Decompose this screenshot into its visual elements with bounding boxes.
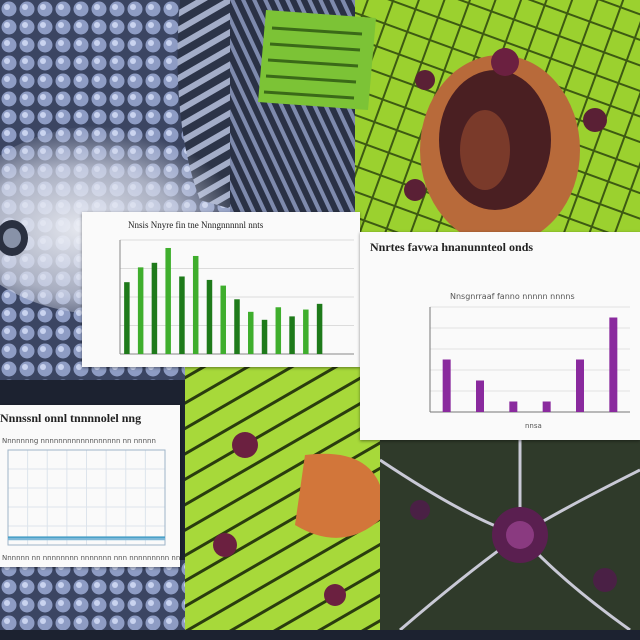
purple-bar-chart-panel: Nnrtes favwa hnanunnteol onds Nnsgnrraaf…: [360, 232, 640, 440]
bar: [179, 276, 185, 354]
purple-network-tile: [380, 440, 640, 630]
line-chart-panel: Nnnssnl onnl tnnnnolel nng Nnnnnnng nnnn…: [0, 405, 180, 567]
bar: [220, 285, 226, 354]
line-chart: [7, 449, 166, 546]
bar: [192, 255, 199, 354]
purple-chart-subtitle: Nnsgnrraaf fanno nnnnn nnnns: [450, 292, 575, 301]
bar: [137, 267, 144, 354]
green-leaf-tile-top-right: [355, 0, 640, 240]
bar: [316, 303, 323, 354]
bar: [206, 279, 213, 354]
bar: [234, 299, 240, 354]
bar: [124, 282, 130, 354]
purple-chart-title: Nnrtes favwa hnanunnteol onds: [370, 240, 534, 254]
green-chart-title: Nnsis Nnyre fin tne Nnngnnnnnl nnts: [128, 220, 264, 230]
line-chart-caption: Nnnnnn nn nnnnnnnn nnnnnnn nnn nnnnnnnnn…: [2, 554, 180, 562]
bar: [576, 359, 584, 412]
bar: [289, 316, 295, 354]
bar: [509, 401, 518, 412]
green-bar-chart: [119, 239, 354, 355]
bar: [476, 380, 484, 412]
bar: [151, 262, 158, 354]
bar: [542, 401, 551, 412]
green-bar-chart-panel: Nnsis Nnyre fin tne Nnngnnnnnl nnts: [82, 212, 360, 367]
bar: [248, 311, 254, 354]
bar: [442, 359, 451, 412]
bar: [609, 317, 618, 412]
bar: [275, 307, 282, 354]
bumpy-texture-tile-bottom: [0, 560, 185, 630]
bar: [303, 309, 309, 354]
plot-frame: [7, 449, 166, 546]
green-leaf-tile-bottom-center: [185, 365, 385, 630]
purple-chart-xlabel: nnsa: [525, 422, 542, 430]
line-chart-title: Nnnssnl onnl tnnnnolel nng: [0, 411, 142, 425]
line-chart-subtitle: Nnnnnnng nnnnnnnnnnnnnnnnnn nn nnnnn: [2, 437, 156, 445]
purple-bar-chart: [429, 306, 630, 413]
striped-thumbnail: [258, 10, 376, 110]
bar: [261, 319, 268, 354]
bar: [165, 247, 171, 354]
